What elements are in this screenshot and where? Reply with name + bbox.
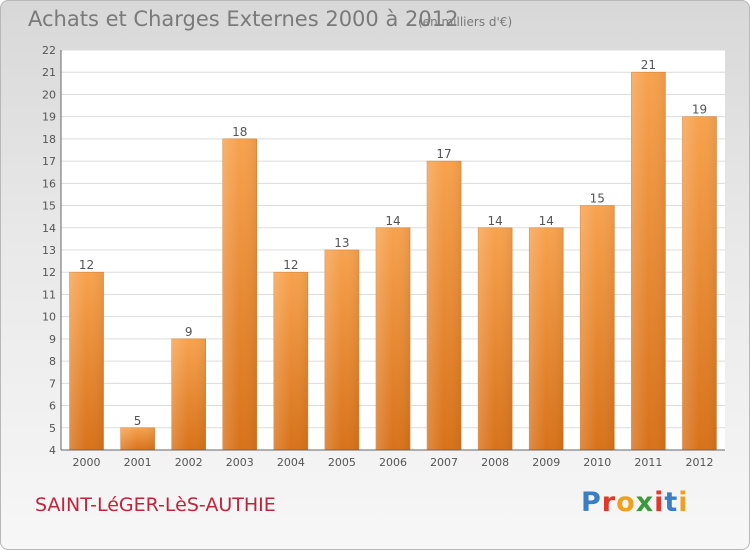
bar-shine	[324, 250, 359, 450]
bar-shine	[529, 227, 564, 450]
y-tick-label: 4	[49, 444, 56, 457]
y-tick-label: 15	[42, 200, 56, 213]
value-label: 18	[232, 125, 247, 139]
bar	[682, 116, 717, 451]
y-tick-label: 9	[49, 333, 56, 346]
x-tick-label: 2012	[685, 456, 713, 469]
value-label: 12	[79, 258, 94, 272]
bar-shine	[120, 427, 155, 450]
bar	[273, 271, 309, 451]
bar	[375, 227, 411, 451]
x-tick-label: 2002	[175, 456, 203, 469]
logo-letter: P	[581, 487, 602, 518]
bar	[580, 205, 615, 451]
bar-shine	[631, 72, 666, 450]
logo-letter: x	[635, 487, 655, 518]
y-tick-label: 17	[42, 155, 56, 168]
bar	[324, 249, 360, 451]
value-label: 9	[185, 325, 193, 339]
value-label: 14	[385, 214, 400, 228]
value-label: 14	[539, 214, 554, 228]
value-label: 15	[590, 192, 605, 206]
bar-shine	[427, 161, 462, 450]
y-tick-label: 18	[42, 133, 56, 146]
bar	[631, 71, 666, 451]
x-tick-label: 2005	[328, 456, 356, 469]
bar-shine	[171, 338, 206, 450]
value-label: 12	[283, 258, 298, 272]
y-tick-label: 22	[42, 44, 56, 57]
chart-subtitle: (en milliers d'€)	[418, 15, 513, 29]
commune-name: SAINT-LéGER-LèS-AUTHIE	[35, 494, 276, 516]
proxiti-logo: Proxiti	[581, 487, 689, 518]
x-tick-label: 2001	[124, 456, 152, 469]
y-tick-label: 7	[49, 377, 56, 390]
x-tick-label: 2010	[583, 456, 611, 469]
chart-title: Achats et Charges Externes 2000 à 2012	[28, 7, 459, 31]
x-tick-label: 2008	[481, 456, 509, 469]
value-label: 19	[692, 103, 707, 117]
value-label: 13	[334, 236, 349, 250]
bars	[69, 71, 717, 451]
logo-letter: r	[601, 487, 617, 518]
logo-letter: i	[678, 487, 689, 518]
bar	[222, 138, 258, 451]
x-tick-label: 2011	[634, 456, 662, 469]
y-tick-label: 5	[49, 422, 56, 435]
y-tick-label: 12	[42, 266, 56, 279]
logo-letter: o	[616, 487, 636, 518]
bar	[528, 227, 564, 451]
x-tick-label: 2009	[532, 456, 560, 469]
y-axis: 4 5 6 7 8 9 10 11 12 13 14 15 16 17 18 19 20 21 22	[42, 44, 62, 457]
bar-shine	[69, 272, 104, 450]
bar	[120, 427, 155, 451]
value-labels: 12 5 9 18 12 13 14 17 14 14 15 21 19	[79, 58, 707, 428]
logo-letter: i	[654, 487, 665, 518]
bar	[69, 271, 104, 451]
bar-shine	[273, 272, 308, 450]
y-tick-label: 14	[42, 222, 56, 235]
x-tick-label: 2003	[226, 456, 254, 469]
y-tick-label: 11	[42, 288, 56, 301]
bar-shine	[580, 205, 615, 450]
bar-shine	[222, 138, 257, 450]
y-tick-label: 13	[42, 244, 56, 257]
x-axis: 2000 2001 2002 2003 2004 2005 2006 2007 2008 2009…	[61, 449, 725, 469]
x-tick-label: 2006	[379, 456, 407, 469]
y-tick-label: 10	[42, 311, 56, 324]
value-label: 5	[134, 414, 142, 428]
x-tick-label: 2000	[73, 456, 101, 469]
bar	[171, 338, 206, 451]
bar	[477, 227, 513, 451]
value-label: 14	[488, 214, 503, 228]
y-tick-label: 19	[42, 111, 56, 124]
y-tick-label: 21	[42, 66, 56, 79]
bar-shine	[682, 116, 717, 451]
y-tick-label: 6	[49, 400, 56, 413]
bar-shine	[478, 227, 513, 450]
bar	[426, 160, 462, 451]
value-label: 21	[641, 58, 656, 72]
y-tick-label: 16	[42, 177, 56, 190]
bar-shine	[376, 227, 410, 450]
y-tick-label: 8	[49, 355, 56, 368]
x-tick-label: 2004	[277, 456, 305, 469]
value-label: 17	[436, 147, 451, 161]
logo-letter: t	[664, 487, 679, 518]
y-tick-label: 20	[42, 88, 56, 101]
x-tick-label: 2007	[430, 456, 458, 469]
